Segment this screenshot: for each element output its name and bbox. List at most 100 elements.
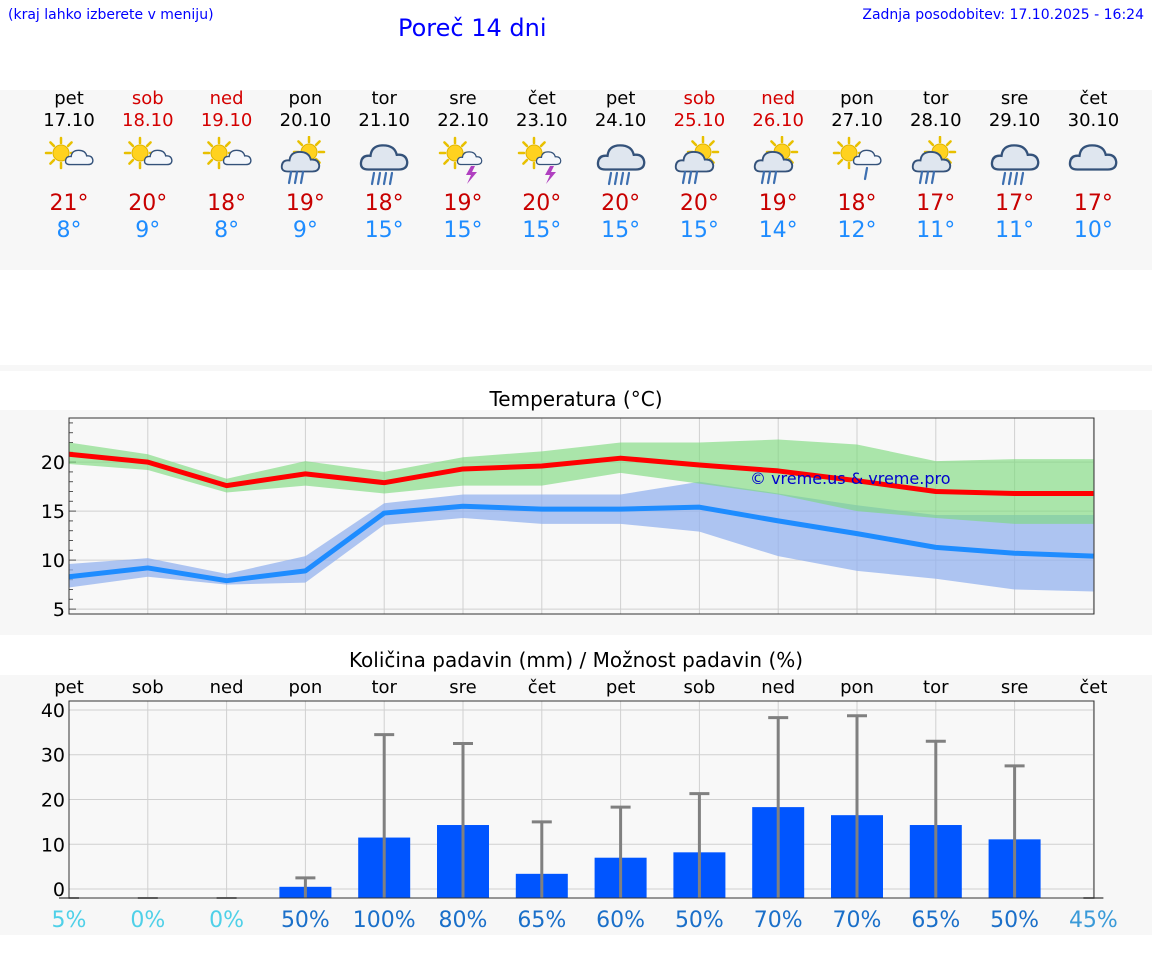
forecast-day: ned 19.10 18° 8°	[188, 88, 266, 244]
location-menu-note[interactable]: (kraj lahko izberete v meniju)	[8, 7, 214, 23]
x-day-label: čet	[1079, 677, 1107, 698]
temperature-chart: 5 10 15 20 © vreme.us & vreme.pro	[41, 417, 1095, 621]
day-name: sre	[1000, 88, 1029, 109]
precip-probability-label: 70%	[754, 908, 803, 933]
y-tick-label: 30	[41, 745, 65, 767]
sun-cloud-rain-icon	[754, 136, 799, 185]
temp-low: 14°	[758, 218, 798, 243]
day-date: 27.10	[831, 110, 883, 131]
sun-cloud-icon	[44, 136, 94, 170]
max-temp-band	[69, 439, 1094, 524]
day-name: pet	[605, 88, 636, 109]
precip-probability-label: 0%	[130, 908, 165, 933]
forecast-day: ned 26.10 19° 14°	[739, 88, 817, 244]
temp-low: 12°	[837, 218, 877, 243]
sun-cloud-icon	[202, 136, 252, 170]
day-date: 19.10	[200, 110, 253, 131]
separator-band	[0, 365, 1152, 371]
sun-storm-icon	[517, 136, 562, 184]
sun-cloud-rain-icon	[911, 136, 957, 185]
temp-high: 17°	[916, 191, 956, 216]
day-name: tor	[371, 88, 397, 109]
temp-low: 15°	[679, 218, 719, 243]
x-day-label: sob	[683, 677, 715, 698]
temp-high: 17°	[995, 191, 1035, 216]
temp-high: 20°	[679, 191, 719, 216]
y-tick-label: 20	[41, 790, 65, 812]
forecast-day: tor 21.10 18° 15°	[345, 88, 423, 244]
watermark: © vreme.us & vreme.pro	[750, 469, 951, 488]
precip-probability-label: 0%	[209, 908, 244, 933]
sun-cloud-light-rain-icon	[832, 136, 882, 181]
precip-probability-label: 60%	[596, 908, 645, 933]
forecast-day: pet 24.10 20° 15°	[582, 88, 660, 244]
temp-low: 8°	[214, 218, 240, 243]
x-day-label: pet	[606, 677, 636, 698]
max-temp-line	[68, 451, 1094, 496]
x-day-label: sob	[132, 677, 164, 698]
temp-low: 11°	[916, 218, 956, 243]
day-date: 26.10	[752, 110, 804, 131]
temp-high: 18°	[837, 191, 877, 216]
day-date: 30.10	[1067, 110, 1120, 131]
day-name: pet	[54, 88, 84, 109]
precipitation-chart: pet sob ned pon tor sre čet pet sob ned pon tor sre č…	[41, 677, 1118, 933]
sun-storm-icon	[438, 136, 483, 184]
x-day-label: sre	[449, 677, 476, 698]
forecast-day: sob 25.10 20° 15°	[660, 88, 738, 244]
forecast-day: pon 20.10 19° 9°	[266, 88, 344, 244]
forecast-day: čet 30.10 17° 10°	[1054, 88, 1132, 244]
sun-cloud-rain-icon	[281, 136, 326, 185]
forecast-strip-background	[0, 90, 1152, 270]
forecast-day: pet 17.10 21° 8°	[30, 88, 108, 244]
temp-low: 15°	[443, 218, 483, 243]
x-day-label: sre	[1001, 677, 1028, 698]
x-day-label: tor	[371, 677, 397, 698]
precip-probability-label: 80%	[439, 908, 488, 933]
day-date: 28.10	[910, 110, 962, 131]
x-day-label: pet	[54, 677, 84, 698]
temp-high: 19°	[758, 191, 798, 216]
cloud-rain-icon	[359, 144, 409, 186]
temp-high: 21°	[49, 191, 89, 216]
temp-high: 20°	[522, 191, 562, 216]
min-temp-band	[69, 481, 1094, 592]
day-date: 17.10	[43, 110, 95, 131]
day-date: 22.10	[437, 110, 489, 131]
forecast-day: sob 18.10 20° 9°	[109, 88, 187, 244]
precip-probability-label: 50%	[675, 908, 724, 933]
forecast-day: čet 23.10 20° 15°	[503, 88, 581, 244]
day-date: 24.10	[594, 110, 647, 131]
day-name: tor	[923, 88, 949, 109]
temp-high: 18°	[207, 191, 247, 216]
x-day-label: pon	[840, 677, 874, 698]
temp-high: 18°	[364, 191, 404, 216]
page-title: Poreč 14 dni	[398, 14, 547, 42]
forecast-day: sre 29.10 17° 11°	[976, 88, 1054, 244]
temp-low: 9°	[292, 218, 318, 243]
temp-high: 17°	[1073, 191, 1113, 216]
sun-cloud-icon	[123, 136, 173, 170]
precip-probability-label: 65%	[911, 908, 960, 933]
day-name: ned	[209, 88, 244, 109]
day-name: pon	[288, 88, 323, 109]
temp-low: 11°	[995, 218, 1035, 243]
precip-probability-label: 50%	[990, 908, 1039, 933]
temperature-chart-title: Temperatura (°C)	[489, 387, 663, 411]
day-date: 23.10	[516, 110, 568, 131]
temp-low: 15°	[601, 218, 641, 243]
day-date: 29.10	[988, 110, 1041, 131]
x-day-label: ned	[210, 677, 244, 698]
min-temp-line	[68, 503, 1094, 584]
y-tick-label: 10	[41, 834, 65, 856]
day-date: 18.10	[122, 110, 174, 131]
y-tick-label: 0	[53, 879, 65, 901]
cloud-icon	[1069, 144, 1118, 171]
temp-low: 9°	[135, 218, 161, 243]
day-name: sre	[449, 88, 477, 109]
temp-high: 19°	[285, 191, 325, 216]
x-day-label: čet	[528, 677, 556, 698]
temp-low: 15°	[364, 218, 404, 243]
plot-frame	[68, 700, 1095, 899]
day-name: pon	[840, 88, 874, 109]
